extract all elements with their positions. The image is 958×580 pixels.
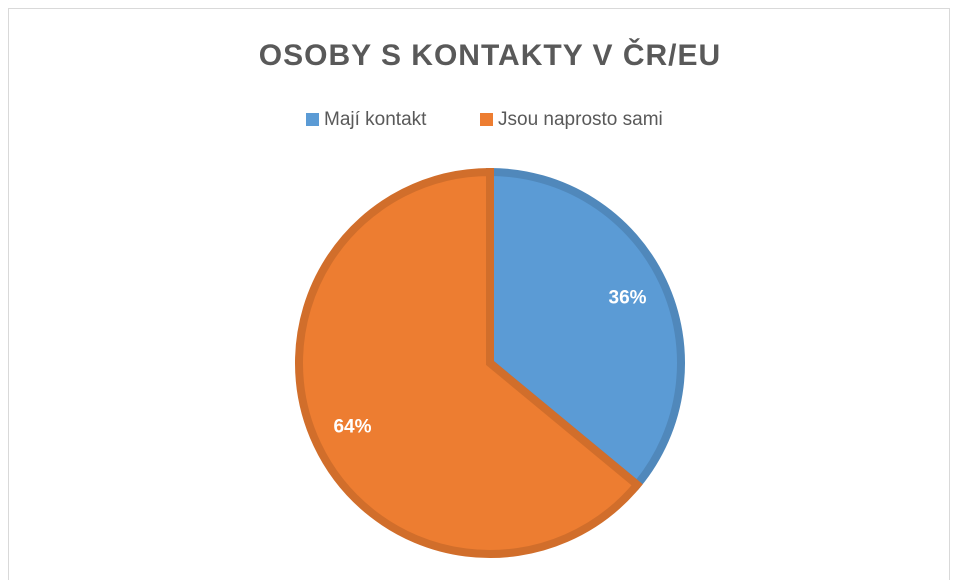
pie-slice [486, 167, 685, 491]
legend-swatch [480, 113, 493, 126]
legend-label: Mají kontakt [324, 109, 427, 130]
data-label: 36% [609, 287, 647, 308]
legend-label: Jsou naprosto sami [498, 109, 663, 130]
chart-title: OSOBY S KONTAKTY V ČR/EU [259, 38, 721, 72]
data-label: 64% [333, 417, 371, 438]
legend-swatch [306, 113, 319, 126]
pie-slice [295, 167, 643, 558]
